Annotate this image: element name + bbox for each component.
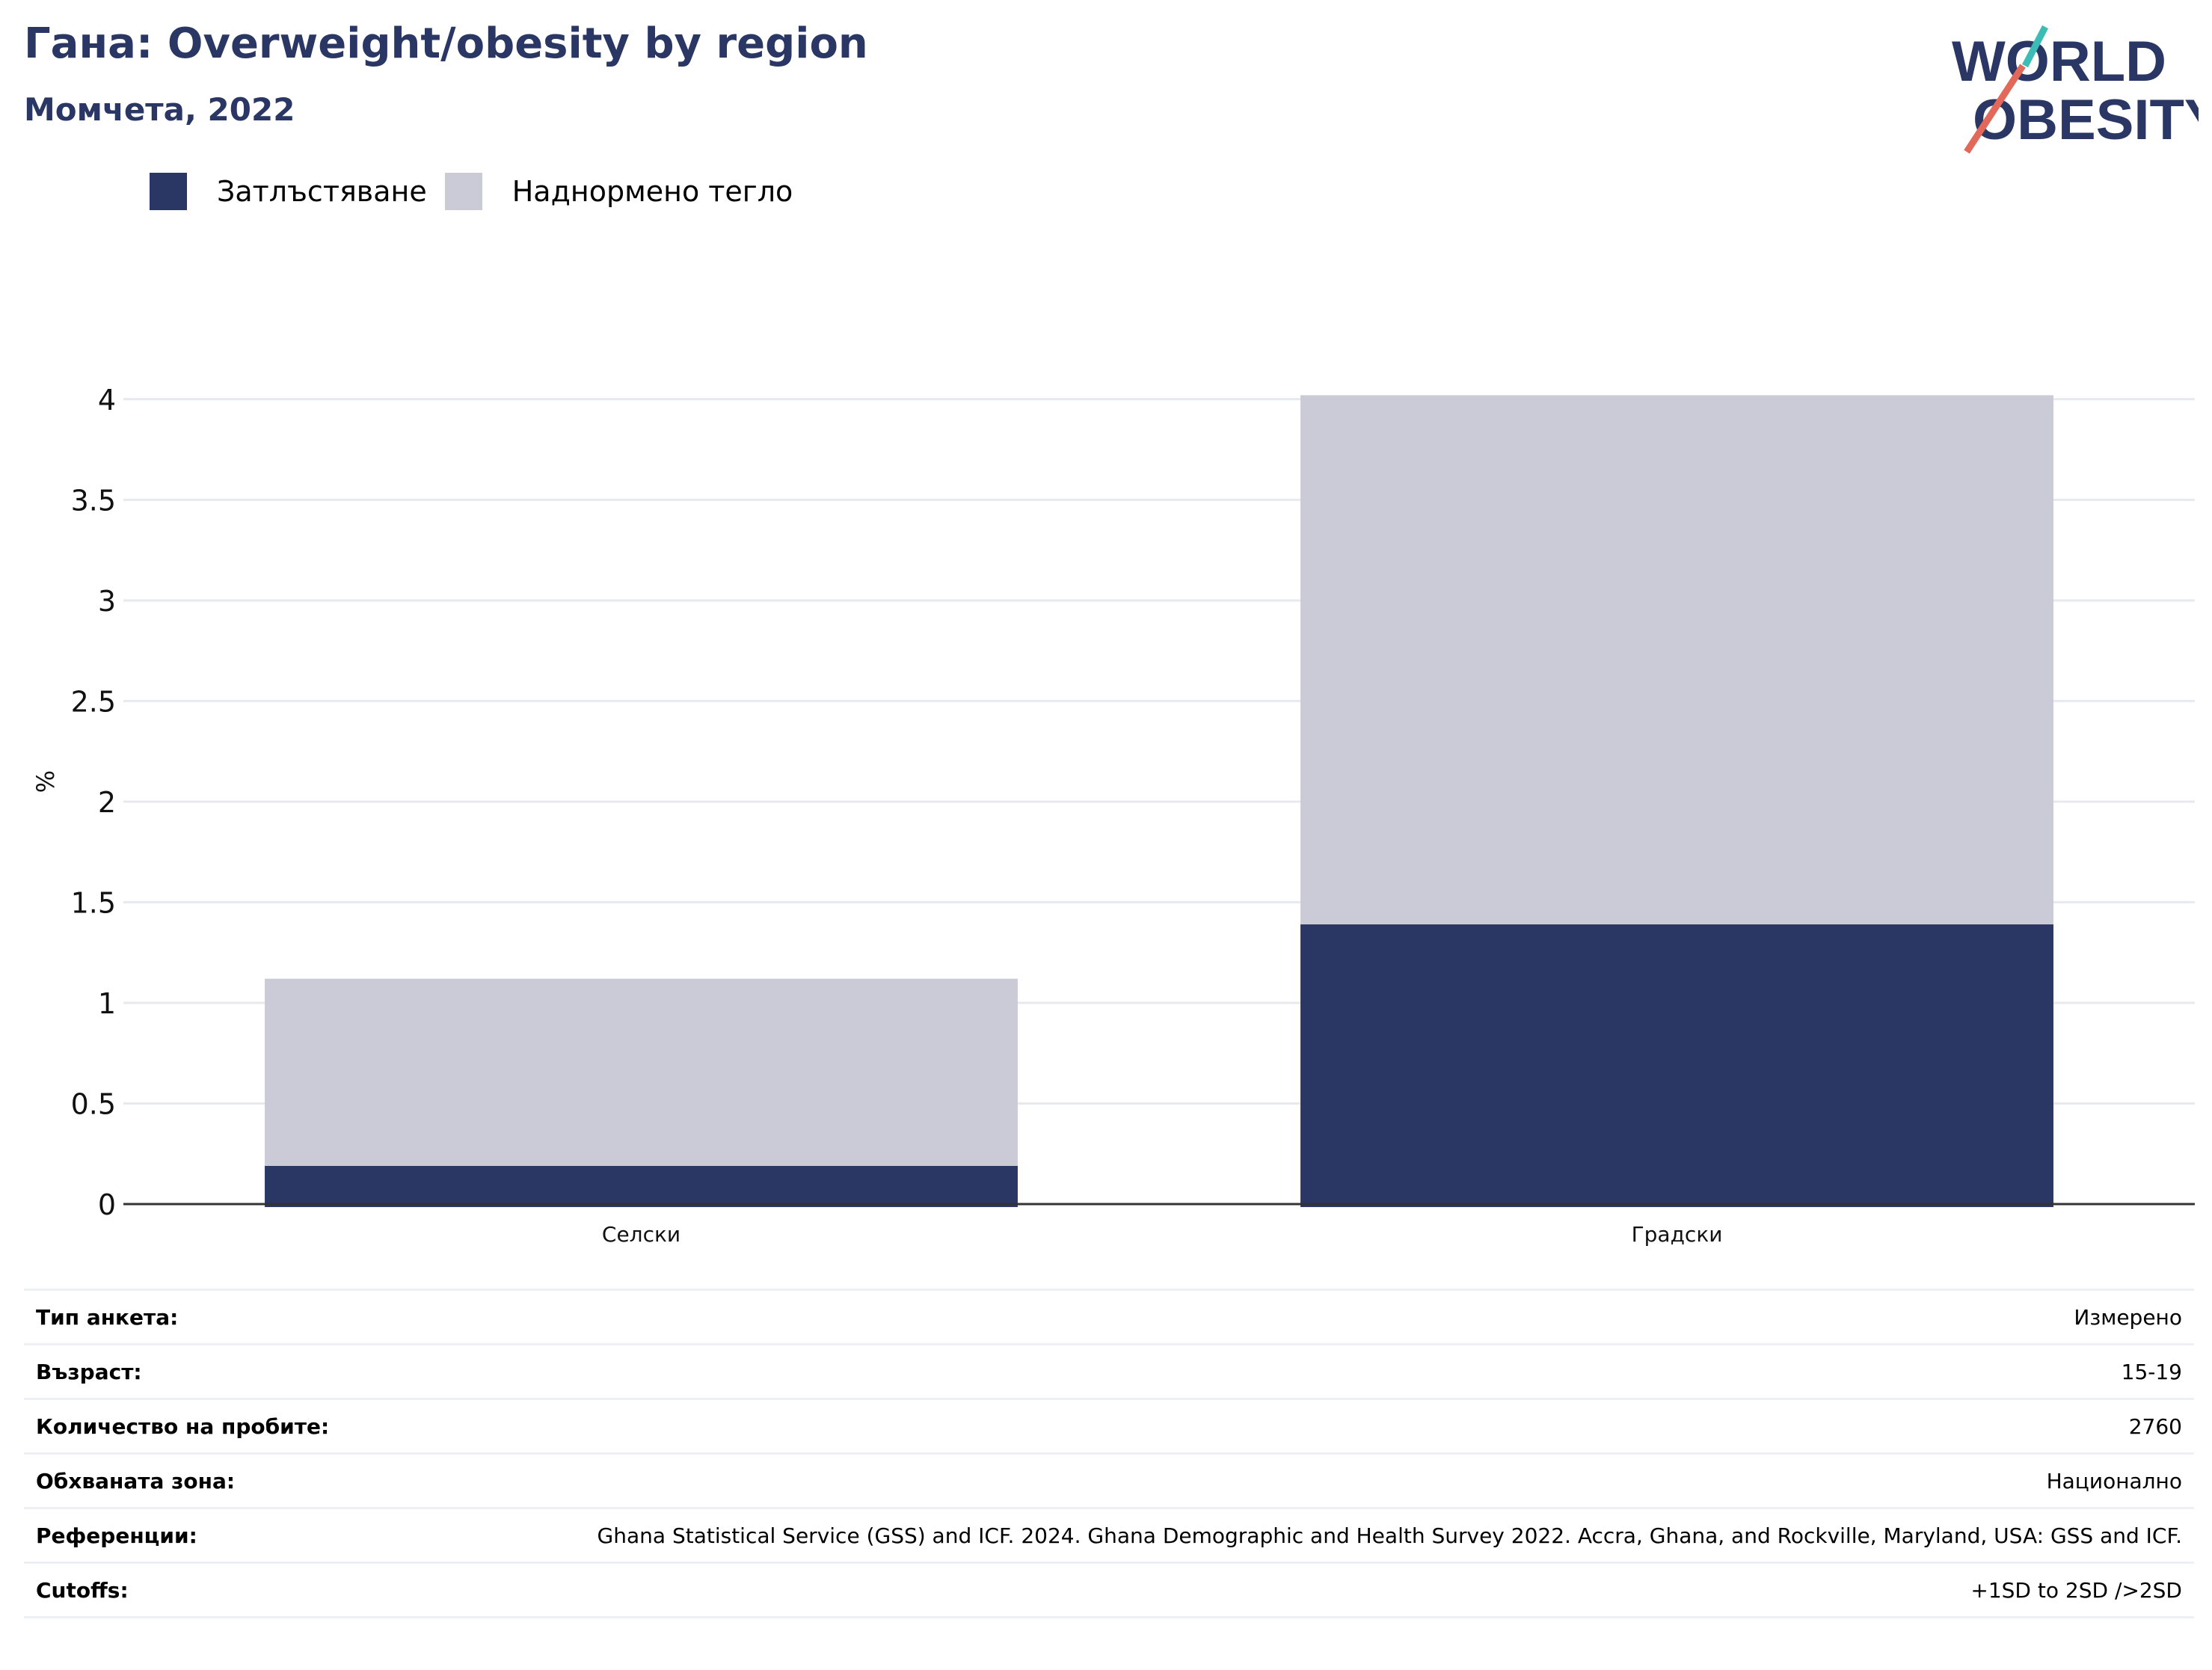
y-tick-label: 1.5: [71, 886, 116, 919]
detail-row-survey-type: Тип анкета: Измерено: [24, 1291, 2194, 1345]
detail-row-references: Референции: Ghana Statistical Service (G…: [24, 1509, 2194, 1564]
bar-overweight-1: [1300, 395, 2053, 925]
detail-key: Възраст:: [36, 1360, 142, 1384]
svg-text:OBESITY: OBESITY: [1973, 88, 2199, 152]
y-tick-label: 4: [98, 384, 116, 417]
detail-key: Обхваната зона:: [36, 1469, 236, 1494]
detail-value: 15-19: [2121, 1360, 2182, 1384]
y-tick-label: 0: [98, 1188, 116, 1221]
survey-details-table: Тип анкета: Измерено Възраст: 15-19 Коли…: [24, 1289, 2194, 1618]
detail-key: Cutoffs:: [36, 1578, 129, 1603]
detail-row-sample-size: Количество на пробите: 2760: [24, 1400, 2194, 1455]
chart-subtitle: Момчета, 2022: [24, 91, 295, 128]
bar-overweight-0: [265, 978, 1018, 1166]
world-obesity-logo: WORLD OBESITY: [1952, 25, 2199, 154]
detail-row-area-covered: Обхваната зона: Национално: [24, 1455, 2194, 1509]
x-tick-label: Градски: [1632, 1222, 1723, 1247]
chart-legend: Затлъстяване Наднормено тегло: [150, 172, 811, 211]
y-tick-label: 1: [98, 987, 116, 1020]
detail-value: Измерено: [2074, 1305, 2182, 1330]
chart-title: Гана: Overweight/obesity by region: [24, 19, 868, 68]
legend-item-obesity[interactable]: Затлъстяване: [150, 173, 445, 210]
legend-item-overweight[interactable]: Наднормено тегло: [444, 173, 811, 210]
legend-swatch-obesity: [150, 173, 187, 210]
detail-key: Референции:: [36, 1523, 197, 1548]
x-tick-label: Селски: [602, 1222, 681, 1247]
detail-row-age: Възраст: 15-19: [24, 1345, 2194, 1400]
y-axis-label: %: [31, 770, 60, 793]
detail-value: 2760: [2128, 1414, 2182, 1439]
detail-row-cutoffs: Cutoffs: +1SD to 2SD />2SD: [24, 1564, 2194, 1618]
detail-key: Тип анкета:: [36, 1305, 179, 1330]
detail-key: Количество на пробите:: [36, 1414, 330, 1439]
y-tick-label: 3.5: [71, 484, 116, 517]
detail-value[interactable]: Ghana Statistical Service (GSS) and ICF.…: [597, 1523, 2182, 1548]
bar-chart: 0 0.5 1 1.5 2 2.5 3 3.5 4% Селски Градски: [31, 384, 2195, 1247]
svg-text:WORLD: WORLD: [1952, 30, 2166, 93]
y-tick-label: 2.5: [71, 685, 116, 718]
y-tick-label: 2: [98, 786, 116, 819]
bar-obesity-0: [265, 1165, 1018, 1207]
legend-swatch-overweight: [444, 173, 482, 210]
y-tick-label: 3: [98, 585, 116, 618]
detail-value: +1SD to 2SD />2SD: [1970, 1578, 2182, 1603]
bar-obesity-1: [1300, 924, 2053, 1207]
legend-label-obesity: Затлъстяване: [217, 175, 427, 208]
detail-value: Национално: [2046, 1469, 2182, 1494]
legend-label-overweight: Наднормено тегло: [511, 175, 793, 208]
y-tick-label: 0.5: [71, 1087, 116, 1120]
